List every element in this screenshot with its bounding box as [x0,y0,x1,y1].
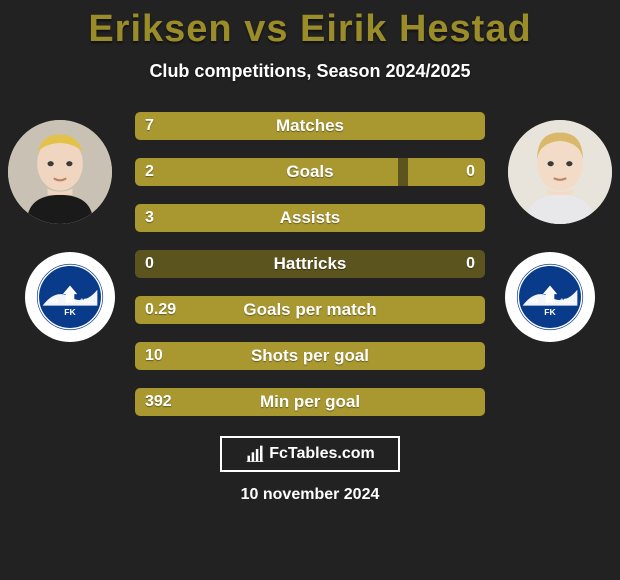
date-text: 10 november 2024 [0,486,620,504]
svg-text:19/6: 19/6 [528,299,538,305]
bar-label: Goals per match [135,296,485,324]
bar-label: Hattricks [135,250,485,278]
stat-bar: 7Matches [135,112,485,140]
branding-box: FcTables.com [220,436,400,472]
branding-text: FcTables.com [269,445,375,463]
player2-club-logo: 19/6 1911 FK [505,252,595,342]
svg-text:FK: FK [544,307,556,317]
player2-name: Eirik Hestad [300,8,532,50]
bar-label: Min per goal [135,388,485,416]
bar-label: Shots per goal [135,342,485,370]
svg-text:1911: 1911 [560,298,574,305]
stat-bar: 0.29Goals per match [135,296,485,324]
stat-bars: 7Matches 20Goals 3Assists 00Hattricks 0.29Go… [135,112,485,416]
stat-bar: 10Shots per goal [135,342,485,370]
vs-separator: vs [244,8,288,50]
svg-text:19/6: 19/6 [48,299,58,305]
stat-bar: 3Assists [135,204,485,232]
subtitle: Club competitions, Season 2024/2025 [0,61,620,82]
bar-label: Matches [135,112,485,140]
stat-bar: 20Goals [135,158,485,186]
bar-label: Goals [135,158,485,186]
player1-avatar [8,120,112,224]
bar-label: Assists [135,204,485,232]
svg-text:1911: 1911 [80,298,94,305]
player1-name: Eriksen [88,8,232,50]
player1-club-logo: 19/6 1911 FK [25,252,115,342]
comparison-title: Eriksen vs Eirik Hestad [0,0,620,51]
player2-avatar [508,120,612,224]
svg-text:FK: FK [64,307,76,317]
content-area: 19/6 1911 FK 19/6 1911 FK 7Matches 20Goal… [0,112,620,504]
chart-icon [245,444,265,464]
stat-bar: 00Hattricks [135,250,485,278]
stat-bar: 392Min per goal [135,388,485,416]
